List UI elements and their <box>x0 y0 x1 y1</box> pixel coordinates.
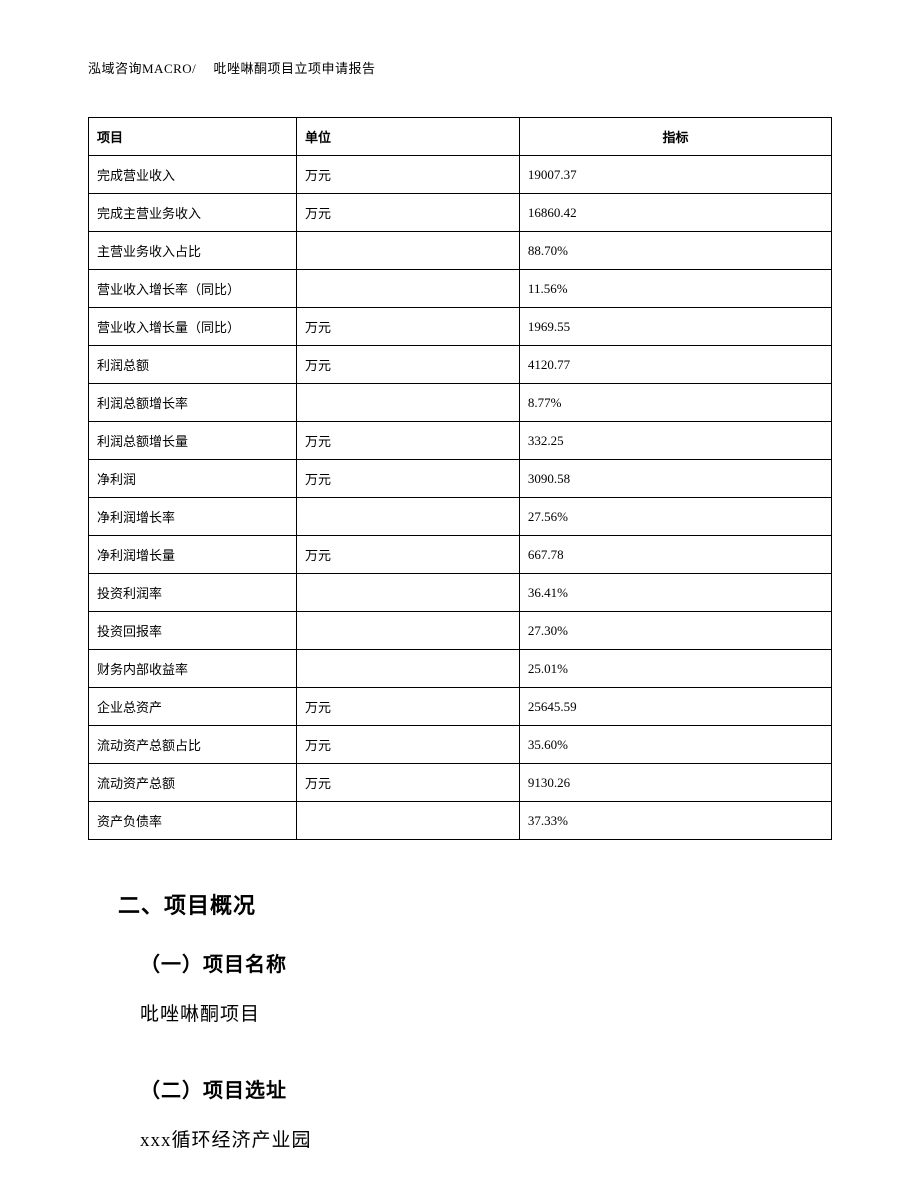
cell <box>297 270 520 308</box>
cell: 25.01% <box>519 650 831 688</box>
cell: 万元 <box>297 346 520 384</box>
cell: 9130.26 <box>519 764 831 802</box>
cell: 净利润 <box>89 460 297 498</box>
cell <box>297 384 520 422</box>
cell: 1969.55 <box>519 308 831 346</box>
cell: 667.78 <box>519 536 831 574</box>
table-row: 财务内部收益率 25.01% <box>89 650 832 688</box>
table-row: 净利润万元3090.58 <box>89 460 832 498</box>
cell: 财务内部收益率 <box>89 650 297 688</box>
cell: 35.60% <box>519 726 831 764</box>
column-header: 单位 <box>297 118 520 156</box>
sub-heading: （二）项目选址 <box>140 1074 832 1103</box>
table-row: 流动资产总额万元9130.26 <box>89 764 832 802</box>
cell: 主营业务收入占比 <box>89 232 297 270</box>
cell: 27.56% <box>519 498 831 536</box>
cell: 36.41% <box>519 574 831 612</box>
cell: 332.25 <box>519 422 831 460</box>
cell: 资产负债率 <box>89 802 297 840</box>
cell: 19007.37 <box>519 156 831 194</box>
cell: 净利润增长率 <box>89 498 297 536</box>
cell: 利润总额增长量 <box>89 422 297 460</box>
column-header: 指标 <box>519 118 831 156</box>
cell: 万元 <box>297 194 520 232</box>
table-row: 投资利润率 36.41% <box>89 574 832 612</box>
cell: 3090.58 <box>519 460 831 498</box>
cell <box>297 574 520 612</box>
cell: 流动资产总额占比 <box>89 726 297 764</box>
cell: 营业收入增长率（同比） <box>89 270 297 308</box>
cell: 万元 <box>297 536 520 574</box>
cell: 万元 <box>297 308 520 346</box>
cell: 万元 <box>297 688 520 726</box>
cell: 万元 <box>297 764 520 802</box>
cell: 企业总资产 <box>89 688 297 726</box>
cell: 11.56% <box>519 270 831 308</box>
cell: 37.33% <box>519 802 831 840</box>
cell: 万元 <box>297 726 520 764</box>
cell: 万元 <box>297 156 520 194</box>
table-row: 资产负债率 37.33% <box>89 802 832 840</box>
cell: 4120.77 <box>519 346 831 384</box>
page-header: 泓域咨询MACRO/ 吡唑啉酮项目立项申请报告 <box>88 58 832 77</box>
cell: 流动资产总额 <box>89 764 297 802</box>
body-text: 吡唑啉酮项目 <box>140 999 832 1026</box>
table-header-row: 项目 单位 指标 <box>89 118 832 156</box>
cell: 利润总额增长率 <box>89 384 297 422</box>
cell: 营业收入增长量（同比） <box>89 308 297 346</box>
cell: 16860.42 <box>519 194 831 232</box>
cell: 投资回报率 <box>89 612 297 650</box>
cell <box>297 802 520 840</box>
cell: 投资利润率 <box>89 574 297 612</box>
cell: 净利润增长量 <box>89 536 297 574</box>
cell: 完成营业收入 <box>89 156 297 194</box>
table-row: 利润总额增长率 8.77% <box>89 384 832 422</box>
body-text: xxx循环经济产业园 <box>140 1125 832 1152</box>
table-row: 营业收入增长量（同比）万元1969.55 <box>89 308 832 346</box>
cell <box>297 612 520 650</box>
cell <box>297 650 520 688</box>
cell <box>297 498 520 536</box>
table-body: 完成营业收入万元19007.37 完成主营业务收入万元16860.42 主营业务… <box>89 156 832 840</box>
table-row: 企业总资产万元25645.59 <box>89 688 832 726</box>
table-row: 流动资产总额占比万元35.60% <box>89 726 832 764</box>
table-row: 利润总额增长量万元332.25 <box>89 422 832 460</box>
cell <box>297 232 520 270</box>
cell: 88.70% <box>519 232 831 270</box>
table-row: 投资回报率 27.30% <box>89 612 832 650</box>
cell: 万元 <box>297 460 520 498</box>
cell: 8.77% <box>519 384 831 422</box>
table-row: 净利润增长量万元667.78 <box>89 536 832 574</box>
cell: 25645.59 <box>519 688 831 726</box>
sub-heading: （一）项目名称 <box>140 948 832 977</box>
table-row: 利润总额万元4120.77 <box>89 346 832 384</box>
cell: 利润总额 <box>89 346 297 384</box>
cell: 万元 <box>297 422 520 460</box>
table-row: 营业收入增长率（同比） 11.56% <box>89 270 832 308</box>
table-row: 净利润增长率 27.56% <box>89 498 832 536</box>
metrics-table: 项目 单位 指标 完成营业收入万元19007.37 完成主营业务收入万元1686… <box>88 117 832 840</box>
cell: 27.30% <box>519 612 831 650</box>
section-heading: 二、项目概况 <box>118 888 832 920</box>
table-row: 主营业务收入占比 88.70% <box>89 232 832 270</box>
table-row: 完成营业收入万元19007.37 <box>89 156 832 194</box>
cell: 完成主营业务收入 <box>89 194 297 232</box>
table-row: 完成主营业务收入万元16860.42 <box>89 194 832 232</box>
column-header: 项目 <box>89 118 297 156</box>
